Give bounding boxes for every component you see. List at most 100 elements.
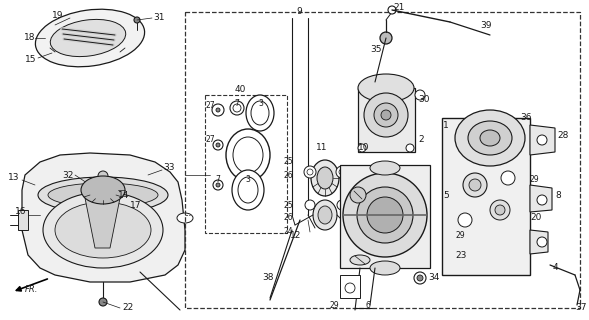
Circle shape xyxy=(537,135,547,145)
Polygon shape xyxy=(85,198,120,248)
Circle shape xyxy=(99,298,107,306)
Ellipse shape xyxy=(43,192,163,268)
Text: 15: 15 xyxy=(25,55,37,65)
Text: 17: 17 xyxy=(130,201,141,210)
Text: 6: 6 xyxy=(365,300,370,309)
Text: 25: 25 xyxy=(283,201,293,210)
Circle shape xyxy=(213,180,223,190)
Ellipse shape xyxy=(336,166,348,178)
Ellipse shape xyxy=(350,255,370,265)
Text: 19: 19 xyxy=(52,11,64,20)
Ellipse shape xyxy=(226,129,270,181)
Circle shape xyxy=(212,104,224,116)
Circle shape xyxy=(458,213,472,227)
Circle shape xyxy=(537,237,547,247)
Circle shape xyxy=(357,187,413,243)
Text: 2: 2 xyxy=(418,135,423,145)
Circle shape xyxy=(213,140,223,150)
Text: 27: 27 xyxy=(206,100,216,109)
Text: 33: 33 xyxy=(163,164,174,172)
Text: 24: 24 xyxy=(283,228,293,236)
Text: 14: 14 xyxy=(118,190,130,199)
Ellipse shape xyxy=(317,167,333,189)
Polygon shape xyxy=(358,88,415,152)
Circle shape xyxy=(233,104,241,112)
Text: 28: 28 xyxy=(557,131,568,140)
Text: 26: 26 xyxy=(283,171,293,180)
Ellipse shape xyxy=(246,95,274,131)
Circle shape xyxy=(490,200,510,220)
Polygon shape xyxy=(530,125,555,155)
Text: 7: 7 xyxy=(234,99,239,108)
Circle shape xyxy=(216,143,220,147)
Ellipse shape xyxy=(38,177,168,213)
Ellipse shape xyxy=(232,170,264,210)
Text: 26: 26 xyxy=(283,213,293,222)
Ellipse shape xyxy=(370,161,400,175)
Text: 23: 23 xyxy=(455,251,466,260)
Text: 1: 1 xyxy=(443,121,449,130)
Polygon shape xyxy=(340,165,430,268)
Circle shape xyxy=(98,171,108,181)
Polygon shape xyxy=(530,230,548,254)
Circle shape xyxy=(350,187,366,203)
Polygon shape xyxy=(340,275,360,298)
Circle shape xyxy=(414,272,426,284)
Circle shape xyxy=(345,283,355,293)
Circle shape xyxy=(495,205,505,215)
Polygon shape xyxy=(442,118,530,275)
Circle shape xyxy=(537,195,547,205)
Text: 35: 35 xyxy=(370,45,382,54)
Text: 39: 39 xyxy=(480,20,491,29)
Text: 27: 27 xyxy=(206,135,216,145)
Text: 9: 9 xyxy=(296,7,302,17)
Ellipse shape xyxy=(318,206,332,224)
Text: 40: 40 xyxy=(235,85,246,94)
Text: 25: 25 xyxy=(283,157,293,166)
Circle shape xyxy=(463,173,487,197)
Text: 30: 30 xyxy=(418,95,429,105)
Text: 34: 34 xyxy=(428,274,439,283)
Ellipse shape xyxy=(251,101,269,125)
Text: 29: 29 xyxy=(330,300,340,309)
Ellipse shape xyxy=(370,261,400,275)
Ellipse shape xyxy=(337,200,347,210)
Text: 38: 38 xyxy=(262,274,273,283)
Polygon shape xyxy=(18,210,28,230)
Ellipse shape xyxy=(304,166,316,178)
Text: 31: 31 xyxy=(153,13,164,22)
Circle shape xyxy=(134,17,140,23)
Bar xyxy=(205,95,287,233)
Ellipse shape xyxy=(468,121,512,155)
Circle shape xyxy=(358,144,366,152)
Text: 18: 18 xyxy=(24,34,35,43)
Ellipse shape xyxy=(311,160,339,196)
Text: 10: 10 xyxy=(358,143,369,153)
Ellipse shape xyxy=(177,213,193,223)
Text: 11: 11 xyxy=(316,143,327,153)
Circle shape xyxy=(367,197,403,233)
Bar xyxy=(185,12,580,308)
Circle shape xyxy=(343,173,427,257)
Text: FR.: FR. xyxy=(25,285,38,294)
Circle shape xyxy=(388,6,396,14)
Text: 20: 20 xyxy=(530,213,541,222)
Circle shape xyxy=(417,275,423,281)
Circle shape xyxy=(380,32,392,44)
Ellipse shape xyxy=(81,176,125,204)
Text: 3: 3 xyxy=(258,99,263,108)
Ellipse shape xyxy=(480,130,500,146)
Text: 37: 37 xyxy=(575,303,587,313)
Ellipse shape xyxy=(339,169,345,175)
Ellipse shape xyxy=(455,110,525,166)
Ellipse shape xyxy=(233,137,263,173)
Text: 12: 12 xyxy=(290,230,302,239)
Circle shape xyxy=(216,108,220,112)
Circle shape xyxy=(230,101,244,115)
Polygon shape xyxy=(530,185,552,212)
Ellipse shape xyxy=(313,200,337,230)
Text: 22: 22 xyxy=(122,303,133,313)
Ellipse shape xyxy=(48,183,158,207)
Ellipse shape xyxy=(305,200,315,210)
Polygon shape xyxy=(22,153,185,282)
